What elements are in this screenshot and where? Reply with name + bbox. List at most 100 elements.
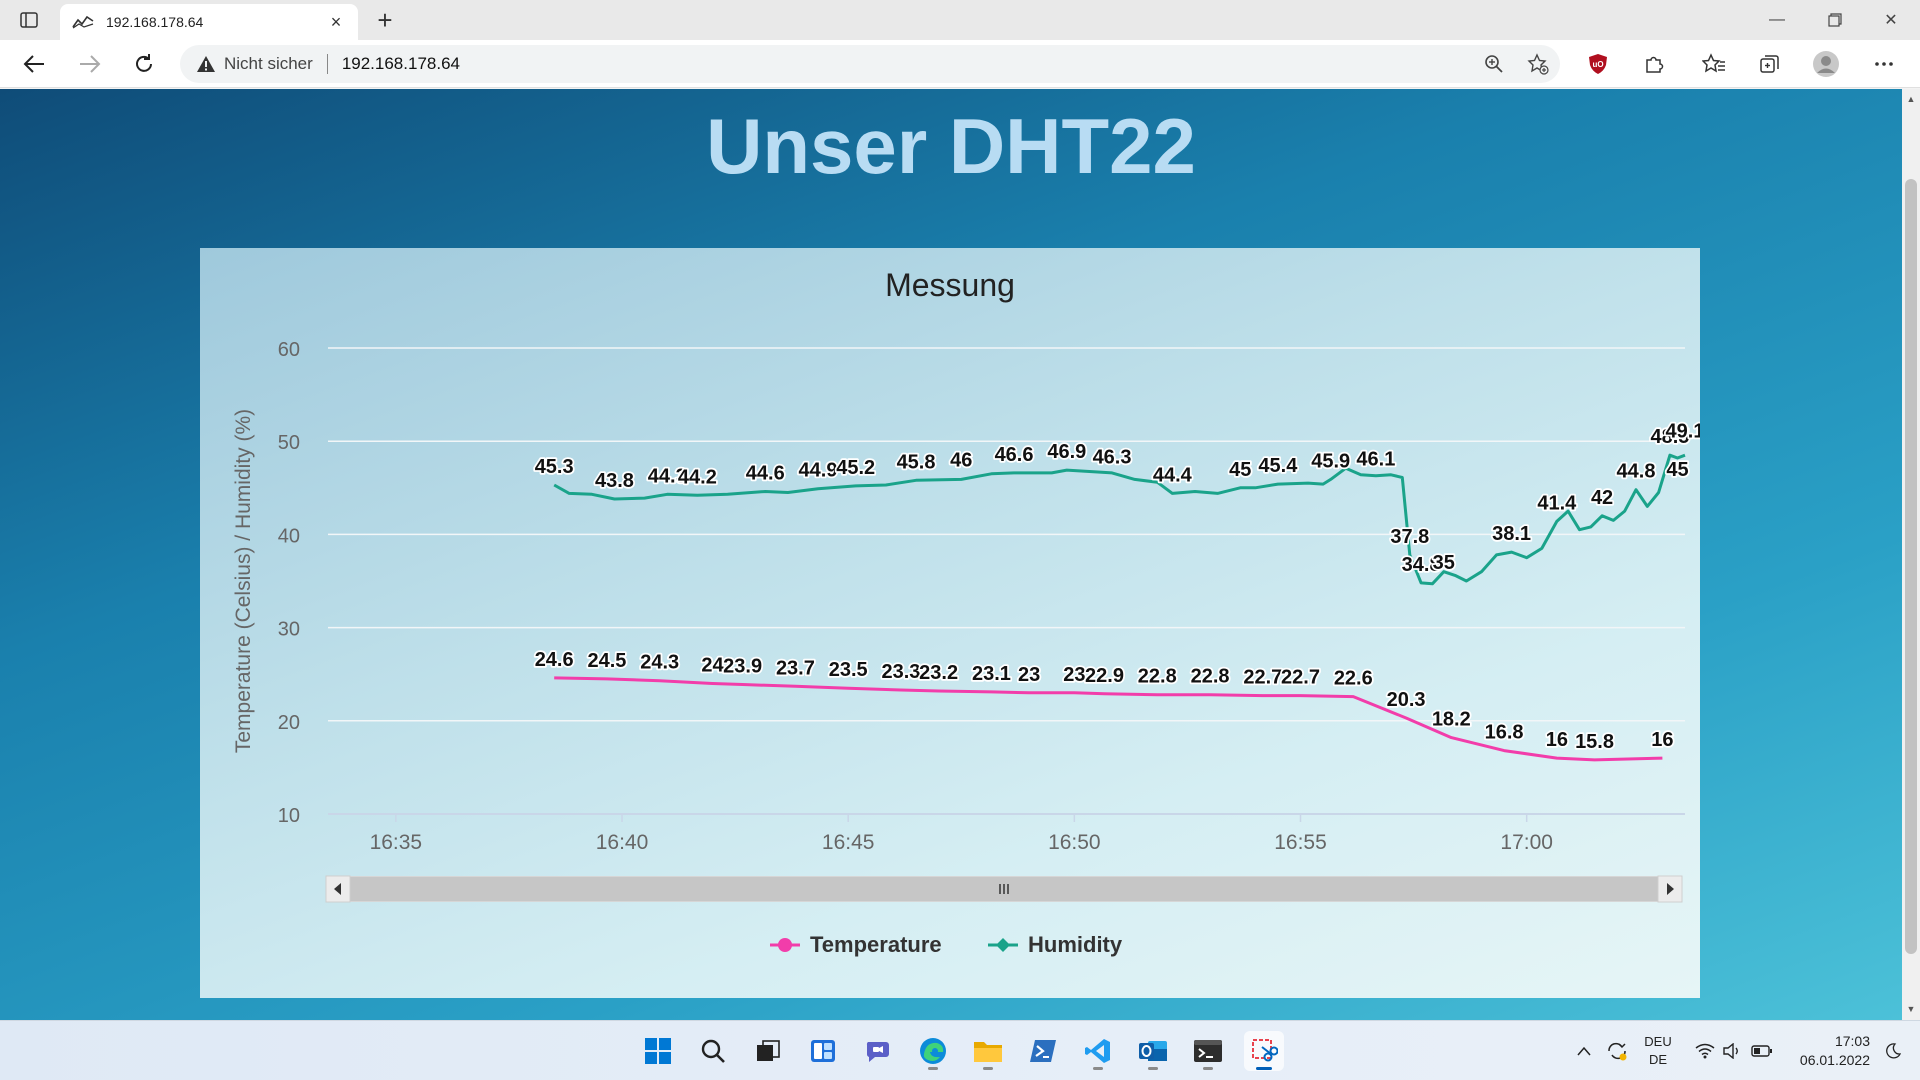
teams-chat-icon[interactable] [858,1031,898,1071]
terminal-icon[interactable] [1188,1031,1228,1071]
task-view-icon[interactable] [748,1031,788,1071]
profile-avatar[interactable] [1808,48,1844,80]
navigator-left-arrow-icon[interactable] [334,883,341,895]
data-label: 49.1 [1666,421,1700,443]
security-label[interactable]: Nicht sicher [224,54,313,73]
data-label: 44.8 [1617,461,1656,483]
data-label: 24.6 [535,649,574,671]
data-label: 24.3 [640,652,679,674]
data-label: 45.9 [1311,450,1350,472]
restore-icon[interactable] [1806,0,1864,40]
x-tick-label: 16:40 [596,831,649,854]
favorites-icon[interactable] [1696,48,1732,80]
volume-icon[interactable] [1720,1021,1746,1080]
start-windows-icon[interactable] [638,1031,678,1071]
data-label: 45.2 [836,457,875,479]
x-tick-label: 17:00 [1500,831,1553,854]
running-indicator [983,1067,993,1070]
data-label: 45.3 [535,456,574,478]
data-label: 22.7 [1243,667,1282,689]
legend-marker-circle-icon [778,938,792,952]
extensions-puzzle-icon[interactable] [1636,48,1672,80]
data-label: 44.3 [648,465,687,487]
data-label: 42 [1591,487,1613,509]
snipping-tool-icon[interactable] [1244,1031,1284,1071]
scroll-down-icon[interactable]: ▼ [1906,1004,1916,1014]
data-label: 23 [1018,664,1040,686]
x-tick-label: 16:35 [370,831,423,854]
battery-icon[interactable] [1748,1021,1776,1080]
collections-icon[interactable] [1752,48,1788,80]
vscode-icon[interactable] [1078,1031,1118,1071]
svg-text:uO: uO [1592,60,1603,69]
data-label: 16.8 [1485,722,1524,744]
active-indicator [1256,1067,1272,1070]
navigator-right-arrow-icon[interactable] [1667,883,1674,895]
data-label: 16 [1546,729,1568,751]
x-tick-label: 16:55 [1274,831,1327,854]
data-label: 24.5 [587,650,626,672]
url-text[interactable]: 192.168.178.64 [341,54,460,73]
x-tick-label: 16:45 [822,831,875,854]
forward-arrow-icon[interactable] [72,48,108,80]
back-arrow-icon[interactable] [16,48,52,80]
chevron-up-icon[interactable] [1572,1021,1596,1080]
close-tab-icon[interactable]: × [330,11,342,32]
data-label: 23.2 [919,662,958,684]
running-indicator [1203,1067,1213,1070]
search-icon[interactable] [693,1031,733,1071]
wifi-icon[interactable] [1692,1021,1718,1080]
notifications-moon-icon[interactable] [1880,1021,1906,1080]
warning-icon[interactable] [196,54,218,74]
file-explorer-icon[interactable] [968,1031,1008,1071]
data-label: 16 [1651,729,1673,751]
data-label: 44.9 [799,460,838,482]
minimize-icon[interactable]: — [1769,11,1785,28]
reload-icon[interactable] [126,48,162,80]
data-label: 23 [1063,664,1085,686]
zoom-icon[interactable] [1476,45,1512,83]
data-label: 23.9 [723,655,762,677]
running-indicator [1093,1067,1103,1070]
data-label: 46.6 [995,444,1034,466]
data-label: 45 [1229,459,1251,481]
page-scrollbar[interactable]: ▲ ▼ [1902,89,1920,1020]
language-bottom: DE [1648,1052,1668,1067]
tab-actions-icon[interactable] [14,8,44,32]
powershell-icon[interactable] [1023,1031,1063,1071]
address-bar[interactable]: Nicht sicher 192.168.178.64 [180,45,1560,83]
sync-status-icon[interactable] [1602,1021,1632,1080]
ublock-shield-icon[interactable]: uO [1580,48,1616,80]
legend-item-humidity[interactable]: Humidity [1028,932,1123,957]
legend-marker-diamond-icon [996,938,1010,952]
language-indicator[interactable]: DEU DE [1640,1021,1676,1080]
data-label: 23.5 [829,659,868,681]
edge-browser-icon[interactable] [913,1031,953,1071]
outlook-icon[interactable] [1133,1031,1173,1071]
add-favorite-icon[interactable] [1520,45,1556,83]
data-label: 18.2 [1432,709,1471,731]
address-separator [326,54,328,74]
data-label: 22.8 [1191,666,1230,688]
close-window-icon[interactable]: ✕ [1884,12,1898,29]
chart-title: Messung [885,267,1015,303]
series-line-temperature [554,676,1663,762]
data-label: 23.7 [776,657,815,679]
new-tab-button[interactable]: + [377,4,393,35]
browser-tab[interactable]: 192.168.178.64 × [60,4,358,40]
data-label: 22.9 [1085,665,1124,687]
legend-item-temperature[interactable]: Temperature [810,932,942,957]
language-top: DEU [1644,1034,1672,1049]
widgets-icon[interactable] [803,1031,843,1071]
data-label: 22.8 [1138,666,1177,688]
y-tick-label: 40 [278,525,300,547]
clock-time: 17:03 [1834,1033,1870,1049]
scroll-up-icon[interactable]: ▲ [1906,94,1916,104]
data-label: 23.1 [972,663,1011,685]
clock[interactable]: 17:03 06.01.2022 [1786,1021,1870,1080]
data-label: 46.3 [1093,447,1132,469]
data-label: 23.3 [881,661,920,683]
more-menu-icon[interactable] [1866,48,1902,80]
scrollbar-thumb[interactable] [1905,179,1917,954]
y-tick-label: 20 [278,712,300,734]
